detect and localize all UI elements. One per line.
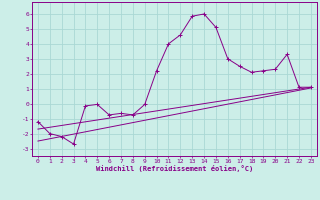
X-axis label: Windchill (Refroidissement éolien,°C): Windchill (Refroidissement éolien,°C) [96,165,253,172]
